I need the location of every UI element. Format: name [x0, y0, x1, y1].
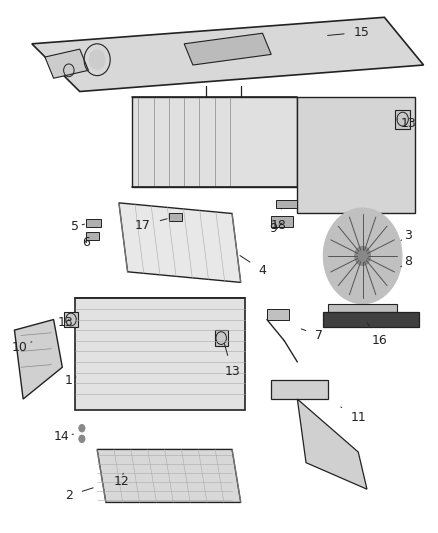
Polygon shape [184, 33, 271, 65]
Text: 5: 5 [71, 220, 85, 233]
Polygon shape [297, 97, 415, 214]
Polygon shape [86, 232, 99, 240]
Text: 13: 13 [397, 117, 416, 130]
Polygon shape [297, 399, 367, 489]
Text: 6: 6 [82, 236, 90, 249]
Text: 8: 8 [401, 255, 412, 268]
Polygon shape [86, 219, 102, 227]
Circle shape [79, 424, 85, 432]
Polygon shape [267, 309, 289, 319]
Text: 13: 13 [224, 344, 240, 378]
Text: 15: 15 [328, 26, 370, 38]
Text: 9: 9 [269, 222, 282, 235]
Polygon shape [169, 214, 182, 221]
Text: 1: 1 [65, 374, 76, 387]
Polygon shape [215, 330, 228, 346]
Text: 10: 10 [12, 341, 32, 353]
Text: 7: 7 [301, 329, 323, 342]
Polygon shape [64, 312, 78, 327]
Polygon shape [271, 381, 328, 399]
Text: 4: 4 [240, 255, 266, 277]
Text: 17: 17 [135, 219, 167, 232]
Text: 16: 16 [367, 323, 388, 347]
Circle shape [323, 208, 402, 304]
Polygon shape [14, 319, 62, 399]
Polygon shape [32, 17, 424, 92]
Polygon shape [395, 110, 410, 128]
Text: 13: 13 [58, 316, 74, 329]
Circle shape [89, 50, 105, 69]
Text: 2: 2 [65, 488, 93, 502]
Polygon shape [132, 97, 297, 187]
Text: 11: 11 [341, 407, 366, 424]
Circle shape [355, 246, 371, 265]
Polygon shape [45, 49, 88, 78]
Polygon shape [75, 298, 245, 410]
Polygon shape [276, 200, 297, 208]
Polygon shape [97, 449, 241, 503]
Polygon shape [119, 203, 241, 282]
Circle shape [79, 435, 85, 442]
Polygon shape [323, 312, 419, 327]
Text: 14: 14 [53, 430, 74, 443]
Text: 3: 3 [401, 229, 412, 242]
Text: 18: 18 [271, 208, 287, 232]
Polygon shape [271, 216, 293, 227]
Text: 12: 12 [113, 473, 129, 488]
Polygon shape [328, 304, 397, 312]
